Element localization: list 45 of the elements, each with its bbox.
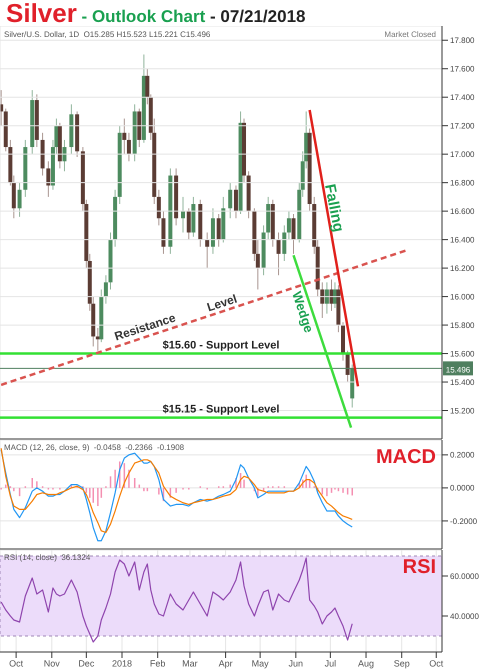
- x-tick-label: Oct: [9, 658, 24, 668]
- y-tick-label: 17.800: [450, 36, 476, 46]
- chart-subtitle: MACD (12, 26, close, 9) -0.0458 -0.2366 -0.1908: [4, 443, 184, 452]
- ref-line-label: $15.15 - Support Level: [162, 404, 280, 416]
- annotation: Market Closed: [384, 30, 436, 39]
- y-tick-label: 17.400: [450, 93, 476, 102]
- y-tick-label: 16.400: [450, 235, 476, 244]
- x-tick-label: Jun: [288, 658, 304, 668]
- x-tick-label: Sep: [394, 658, 410, 668]
- x-tick-label: Jul: [324, 658, 336, 668]
- y-tick-label: 16.800: [450, 178, 476, 188]
- y-tick-label: 16.200: [450, 264, 476, 273]
- ref-line-label: $15.60 - Support Level: [162, 340, 280, 352]
- x-tick-label: Nov: [44, 658, 60, 668]
- x-tick-label: Feb: [150, 658, 166, 668]
- y-tick-label: 17.000: [450, 150, 476, 160]
- y-tick-label: 15.400: [450, 378, 476, 387]
- x-tick-label: Mar: [182, 658, 198, 668]
- y-tick-label: 0.0000: [450, 484, 476, 493]
- ref-line-label: 15.496: [446, 365, 471, 374]
- chart-note: Wedge: [289, 290, 317, 334]
- y-tick-label: -0.2000: [450, 516, 478, 526]
- chart-note: Falling: [321, 182, 347, 234]
- x-tick-label: Aug: [358, 658, 374, 668]
- chart-title: Silver - Outlook Chart - 07/21/2018: [6, 0, 306, 28]
- y-tick-label: 16.000: [450, 292, 476, 302]
- chart-title: MACD: [376, 446, 436, 469]
- y-tick-label: 15.600: [450, 349, 476, 358]
- y-tick-label: 16.600: [450, 206, 476, 216]
- chart-note: Level: [205, 292, 239, 314]
- x-tick-label: Oct: [429, 658, 444, 668]
- x-tick-label: Apr: [218, 658, 233, 668]
- x-tick-label: 2018: [112, 658, 132, 668]
- y-tick-label: 15.200: [450, 406, 476, 416]
- y-tick-label: 17.600: [450, 64, 476, 74]
- y-tick-label: 40.0000: [450, 612, 480, 621]
- chart-title: RSI: [402, 556, 436, 579]
- y-tick-label: 17.200: [450, 122, 476, 131]
- chart-subtitle: RSI (14, close) 36.1324: [4, 553, 90, 562]
- y-tick-label: 60.0000: [450, 572, 480, 581]
- x-tick-label: Dec: [78, 658, 95, 668]
- y-tick-label: 15.800: [450, 320, 476, 330]
- x-tick-label: May: [252, 658, 270, 668]
- y-tick-label: 0.2000: [450, 450, 476, 460]
- text: Silver/U.S. Dollar, 1D O15.285 H15.523 L15.221 C15.496: [4, 30, 210, 39]
